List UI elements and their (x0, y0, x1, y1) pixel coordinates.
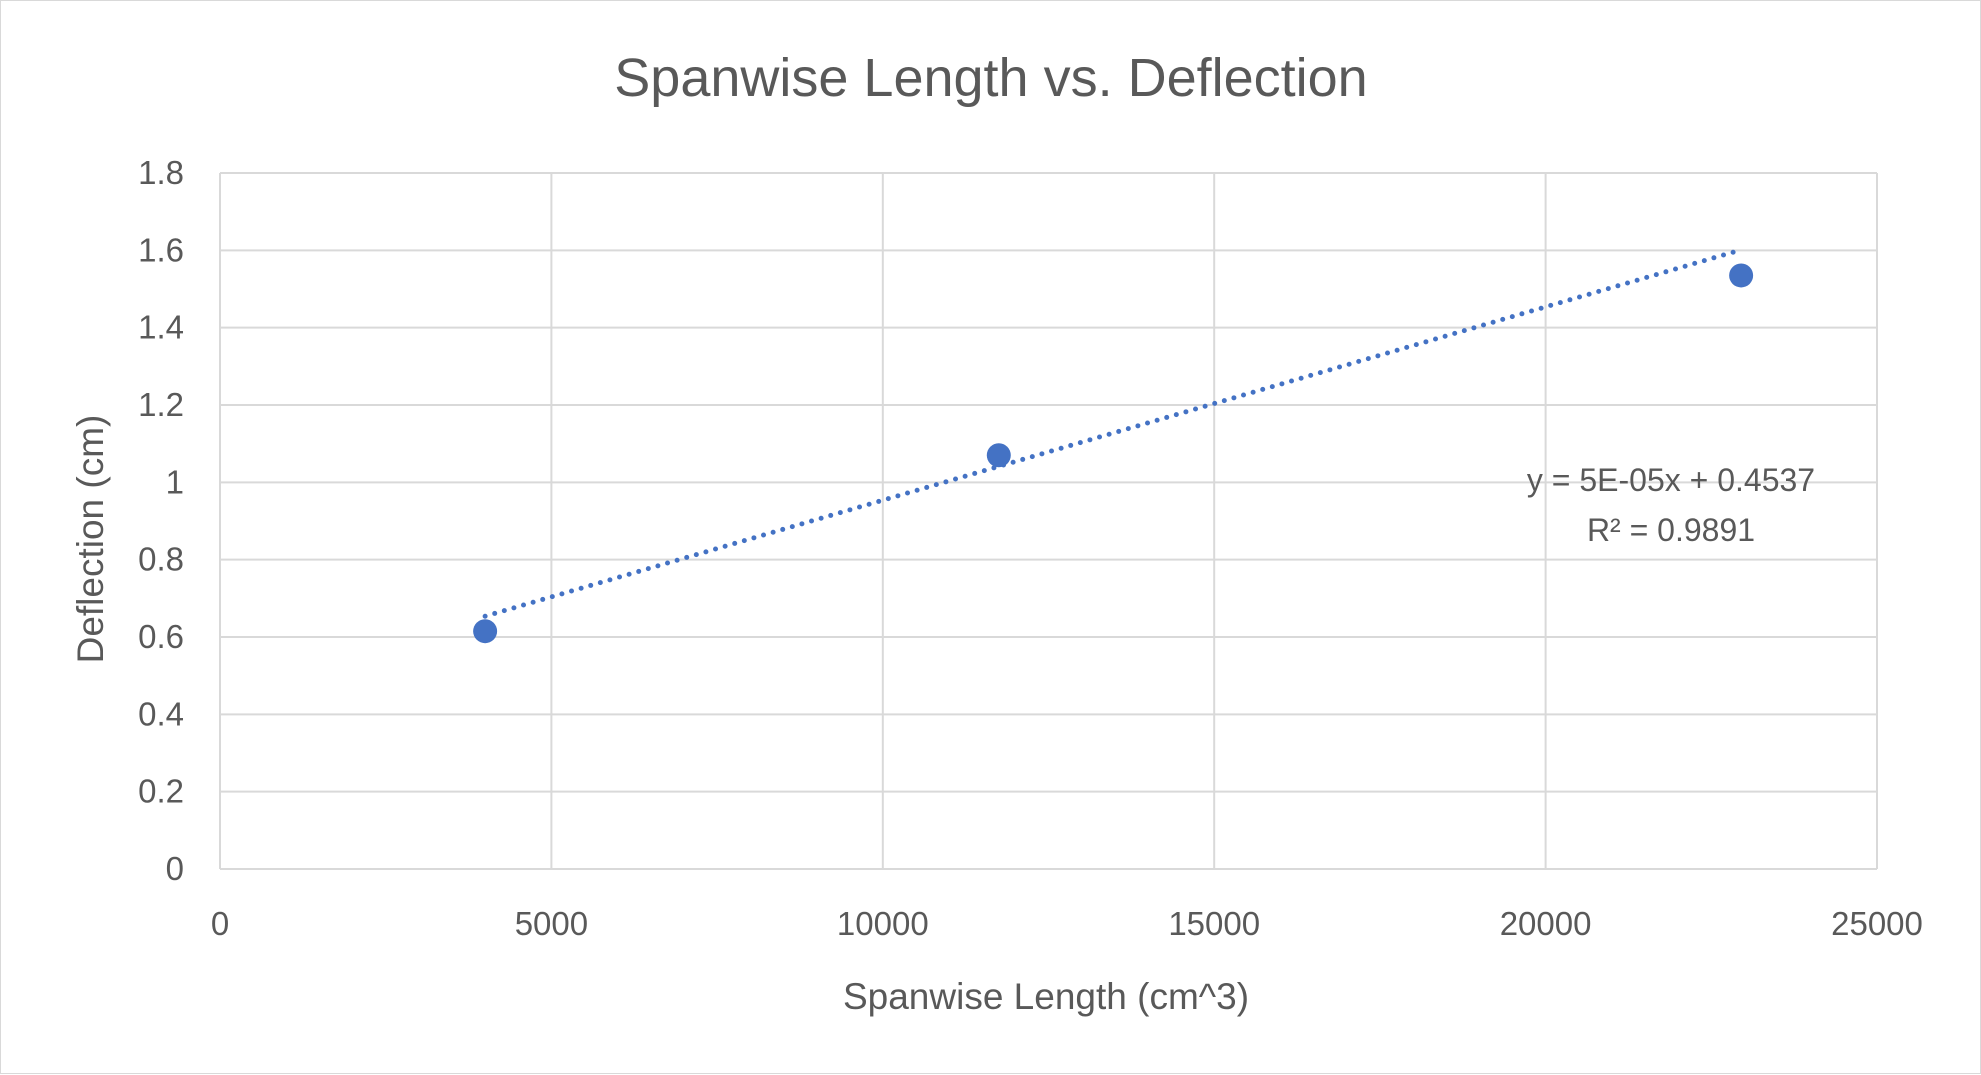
x-tick-label: 0 (211, 905, 229, 942)
y-axis-ticks: 0 0.2 0.4 0.6 0.8 1 1.2 1.4 1.6 1.8 (138, 154, 184, 887)
y-axis-title: Deflection (cm) (70, 415, 111, 664)
y-tick-label: 0.2 (138, 773, 184, 810)
trendline (482, 247, 1744, 619)
trendline-group (482, 247, 1744, 619)
x-tick-label: 15000 (1168, 905, 1260, 942)
y-tick-label: 0.6 (138, 618, 184, 655)
trendline-equation: y = 5E-05x + 0.4537 (1527, 462, 1815, 498)
y-tick-label: 1.8 (138, 154, 184, 191)
y-tick-label: 1.6 (138, 231, 184, 268)
x-tick-label: 10000 (837, 905, 929, 942)
x-tick-label: 5000 (515, 905, 588, 942)
axes (219, 173, 1877, 870)
y-tick-label: 0.4 (138, 695, 184, 732)
chart-title: Spanwise Length vs. Deflection (614, 48, 1367, 108)
x-axis-ticks: 0 5000 10000 15000 20000 25000 (211, 905, 1923, 942)
data-point (986, 443, 1011, 468)
y-tick-label: 0.8 (138, 541, 184, 578)
trendline-r-squared: R² = 0.9891 (1587, 512, 1755, 548)
gridlines (219, 172, 1878, 869)
x-axis-title: Spanwise Length (cm^3) (843, 976, 1249, 1017)
data-point (1729, 263, 1754, 288)
y-tick-label: 1.4 (138, 309, 184, 346)
y-tick-label: 0 (166, 850, 184, 887)
data-point (473, 619, 498, 644)
x-tick-label: 25000 (1831, 905, 1923, 942)
data-points (473, 263, 1754, 644)
y-tick-label: 1.2 (138, 386, 184, 423)
y-tick-label: 1 (166, 463, 184, 500)
x-tick-label: 20000 (1500, 905, 1592, 942)
